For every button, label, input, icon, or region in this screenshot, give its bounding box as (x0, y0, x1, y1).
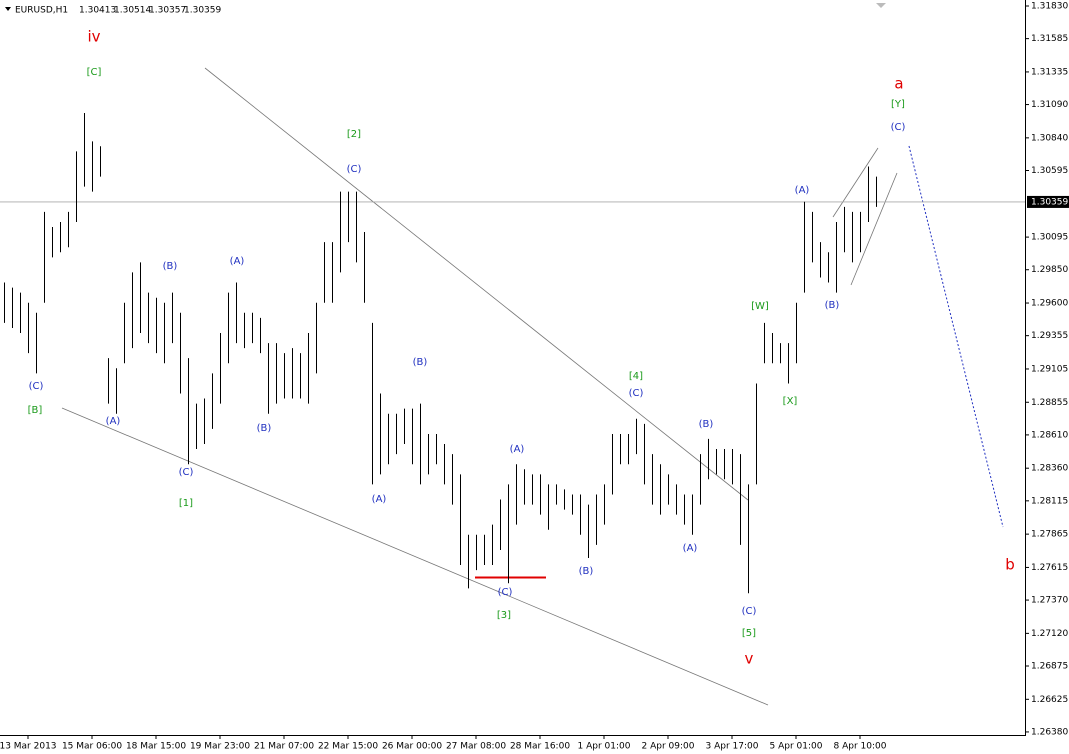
wave-label: (A) (795, 185, 810, 196)
ohlc-open: 1.30413 (79, 6, 116, 16)
wave-label: [C] (87, 67, 102, 78)
channel-line (850, 172, 898, 286)
wave-label: (C) (29, 381, 44, 392)
wave-label: [Y] (891, 99, 905, 110)
x-tick-label: 8 Apr 10:00 (834, 742, 887, 752)
y-tick-label: 1.29105 (1031, 364, 1068, 374)
x-tick-label: 21 Mar 07:00 (254, 742, 314, 752)
ohlc-high: 1.30514 (114, 6, 151, 16)
x-tick-label: 28 Mar 16:00 (510, 742, 570, 752)
wave-label: (A) (683, 543, 698, 554)
y-tick-label: 1.30840 (1031, 133, 1068, 143)
wave-label: (C) (498, 587, 513, 598)
wave-label: [2] (347, 129, 361, 140)
symbol: EURUSD,H1 (15, 6, 68, 16)
x-tick-label: 18 Mar 15:00 (126, 742, 186, 752)
x-tick-label: 26 Mar 00:00 (382, 742, 442, 752)
y-tick-label: 1.30095 (1031, 233, 1068, 243)
wave-label: (B) (579, 566, 594, 577)
wave-label: (B) (413, 357, 428, 368)
channel-line (832, 147, 879, 218)
y-tick-label: 1.29355 (1031, 331, 1068, 341)
x-tick-label: 22 Mar 15:00 (318, 742, 378, 752)
wave-label: [5] (742, 628, 756, 639)
wave-label: [X] (783, 396, 798, 407)
x-tick-label: 15 Mar 06:00 (62, 742, 122, 752)
y-tick-label: 1.28610 (1031, 430, 1068, 440)
ohlc-low: 1.30357 (149, 6, 186, 16)
x-tick-label: 27 Mar 08:00 (446, 742, 506, 752)
wave-label: a (894, 75, 903, 93)
wave-label: [B] (28, 405, 43, 416)
y-tick-label: 1.26380 (1031, 727, 1068, 737)
y-tick-label: 1.31090 (1031, 100, 1068, 110)
y-tick-label: 1.26875 (1031, 662, 1068, 672)
wave-label: (A) (372, 494, 387, 505)
wave-label: (C) (629, 388, 644, 399)
trend-line (61, 407, 769, 706)
y-tick-label: 1.30595 (1031, 166, 1068, 176)
shift-marker (876, 3, 886, 8)
x-tick-label: 19 Mar 23:00 (190, 742, 250, 752)
y-tick-label: 1.27865 (1031, 530, 1068, 540)
y-tick-label: 1.31335 (1031, 67, 1068, 77)
wave-label: (A) (106, 416, 121, 427)
wave-label: (B) (699, 419, 714, 430)
wave-label: [3] (497, 610, 511, 621)
y-tick-label: 1.27370 (1031, 596, 1068, 606)
y-tick-label: 1.27615 (1031, 563, 1068, 573)
projection-line (908, 145, 1004, 528)
y-tick-label: 1.28360 (1031, 464, 1068, 474)
y-tick-label: 1.29600 (1031, 299, 1068, 309)
y-tick-label: 1.29850 (1031, 265, 1068, 275)
x-tick-label: 2 Apr 09:00 (642, 742, 695, 752)
wave-label: (B) (257, 423, 272, 434)
wave-label: (C) (179, 467, 194, 478)
menu-marker (5, 7, 11, 11)
current-price-label: 1.30359 (1031, 197, 1068, 207)
y-tick-label: 1.28855 (1031, 398, 1068, 408)
wave-label: [W] (751, 301, 769, 312)
wave-label: (C) (742, 606, 757, 617)
y-tick-label: 1.31830 (1031, 1, 1068, 11)
wave-label: (A) (230, 256, 245, 267)
x-tick-label: 13 Mar 2013 (0, 742, 57, 752)
wave-label: (C) (347, 164, 362, 175)
current-price-box (1027, 195, 1069, 208)
x-tick-label: 1 Apr 01:00 (578, 742, 631, 752)
wave-label: [4] (629, 371, 643, 382)
wave-label: (B) (825, 300, 840, 311)
wave-label: (C) (891, 122, 906, 133)
y-tick-label: 1.31585 (1031, 34, 1068, 44)
wave-label: [1] (179, 498, 193, 509)
trend-line (204, 67, 749, 501)
y-tick-label: 1.27120 (1031, 629, 1068, 639)
wave-label: b (1005, 556, 1015, 574)
x-tick-label: 3 Apr 17:00 (706, 742, 759, 752)
y-tick-label: 1.26625 (1031, 695, 1068, 705)
wave-label: (A) (510, 444, 525, 455)
ohlc-close: 1.30359 (184, 6, 221, 16)
x-tick-label: 5 Apr 01:00 (770, 742, 823, 752)
wave-label: (B) (163, 261, 178, 272)
y-tick-label: 1.28115 (1031, 496, 1068, 506)
wave-label: iv (87, 28, 100, 46)
wave-label: v (745, 650, 754, 668)
